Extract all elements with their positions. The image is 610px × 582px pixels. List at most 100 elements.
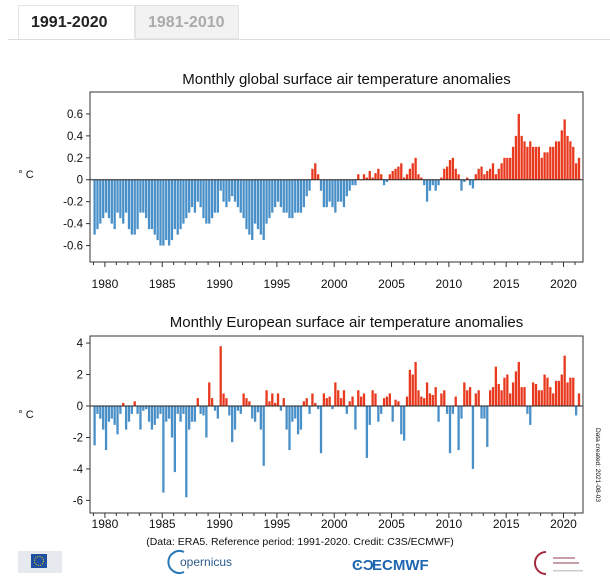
bar bbox=[345, 179, 348, 197]
bar bbox=[552, 146, 555, 180]
bar bbox=[222, 393, 225, 407]
bar bbox=[402, 406, 406, 441]
x-tick-label: 2015 bbox=[493, 277, 520, 291]
bar bbox=[110, 406, 113, 419]
bar bbox=[328, 179, 331, 202]
bar bbox=[102, 406, 105, 430]
bar bbox=[225, 398, 228, 407]
tab-1981-2010[interactable]: 1981-2010 bbox=[135, 5, 239, 39]
bar bbox=[491, 163, 495, 180]
bar bbox=[165, 179, 168, 241]
bar bbox=[142, 179, 145, 213]
tab-1991-2020[interactable]: 1991-2020 bbox=[18, 5, 135, 39]
bar bbox=[231, 179, 234, 197]
bar bbox=[122, 179, 125, 224]
bar bbox=[116, 406, 119, 435]
bar bbox=[259, 406, 262, 430]
bar bbox=[460, 179, 463, 191]
bar bbox=[557, 380, 561, 407]
bar bbox=[225, 179, 228, 208]
bar bbox=[546, 377, 549, 407]
bar bbox=[199, 179, 202, 208]
bar bbox=[213, 406, 217, 411]
bar bbox=[337, 390, 340, 407]
bar bbox=[222, 179, 225, 202]
bar bbox=[216, 179, 219, 213]
bar bbox=[274, 402, 277, 407]
bar bbox=[437, 179, 440, 186]
bar bbox=[210, 398, 214, 407]
bar bbox=[440, 177, 443, 180]
bar bbox=[314, 402, 317, 407]
bar bbox=[540, 390, 543, 407]
bar bbox=[93, 179, 96, 235]
y-tick-label: 0.2 bbox=[67, 153, 83, 165]
x-tick-label: 2000 bbox=[321, 517, 348, 531]
bar bbox=[182, 406, 185, 414]
bar bbox=[233, 406, 237, 430]
bar bbox=[560, 374, 563, 407]
bar bbox=[506, 157, 509, 180]
bar bbox=[354, 406, 357, 430]
bar bbox=[434, 387, 437, 407]
bar bbox=[196, 398, 199, 407]
bar bbox=[299, 406, 303, 430]
bar bbox=[337, 179, 340, 202]
bar bbox=[483, 174, 486, 180]
bar bbox=[566, 135, 569, 180]
bar bbox=[503, 377, 506, 407]
bar bbox=[319, 179, 323, 191]
bar bbox=[285, 179, 288, 213]
bar bbox=[385, 179, 389, 182]
bar bbox=[251, 179, 254, 241]
bar bbox=[434, 179, 437, 191]
bar bbox=[236, 406, 240, 411]
bar bbox=[317, 406, 320, 410]
bar bbox=[411, 163, 414, 180]
bar bbox=[549, 387, 552, 407]
bar bbox=[305, 179, 308, 197]
bar bbox=[342, 390, 346, 407]
european-chart: Monthly European surface air temperature… bbox=[18, 314, 584, 531]
svg-text:opernicus: opernicus bbox=[180, 555, 232, 569]
bar bbox=[514, 135, 518, 180]
bar bbox=[308, 179, 311, 191]
chart-title: Monthly European surface air temperature… bbox=[170, 314, 524, 331]
bar bbox=[282, 398, 285, 407]
bar bbox=[517, 361, 520, 407]
bar bbox=[167, 179, 171, 246]
bar bbox=[145, 179, 148, 219]
bar bbox=[523, 141, 526, 180]
bar bbox=[423, 179, 426, 186]
x-tick-label: 2020 bbox=[550, 517, 577, 531]
bar bbox=[127, 406, 131, 422]
x-tick-label: 1980 bbox=[92, 517, 119, 531]
bar bbox=[162, 406, 165, 493]
bar bbox=[488, 390, 492, 407]
bar bbox=[471, 179, 475, 189]
bar bbox=[374, 393, 377, 407]
bar bbox=[196, 179, 199, 202]
bar bbox=[271, 393, 274, 407]
bar bbox=[388, 174, 391, 180]
bar bbox=[486, 406, 489, 447]
bar bbox=[104, 406, 108, 451]
bar bbox=[451, 157, 455, 180]
bar bbox=[400, 406, 403, 435]
bar bbox=[397, 401, 400, 407]
bar bbox=[360, 396, 363, 407]
bar bbox=[179, 179, 182, 230]
bar bbox=[546, 152, 549, 180]
bar bbox=[526, 406, 529, 414]
bar bbox=[563, 119, 566, 180]
bar bbox=[248, 179, 251, 235]
bar bbox=[557, 141, 561, 180]
bar bbox=[560, 130, 563, 180]
bar bbox=[185, 179, 188, 219]
bar bbox=[208, 179, 211, 224]
bar bbox=[130, 179, 134, 235]
bar bbox=[302, 179, 305, 208]
bar bbox=[471, 406, 475, 469]
bar bbox=[520, 387, 523, 407]
bar bbox=[331, 179, 334, 208]
